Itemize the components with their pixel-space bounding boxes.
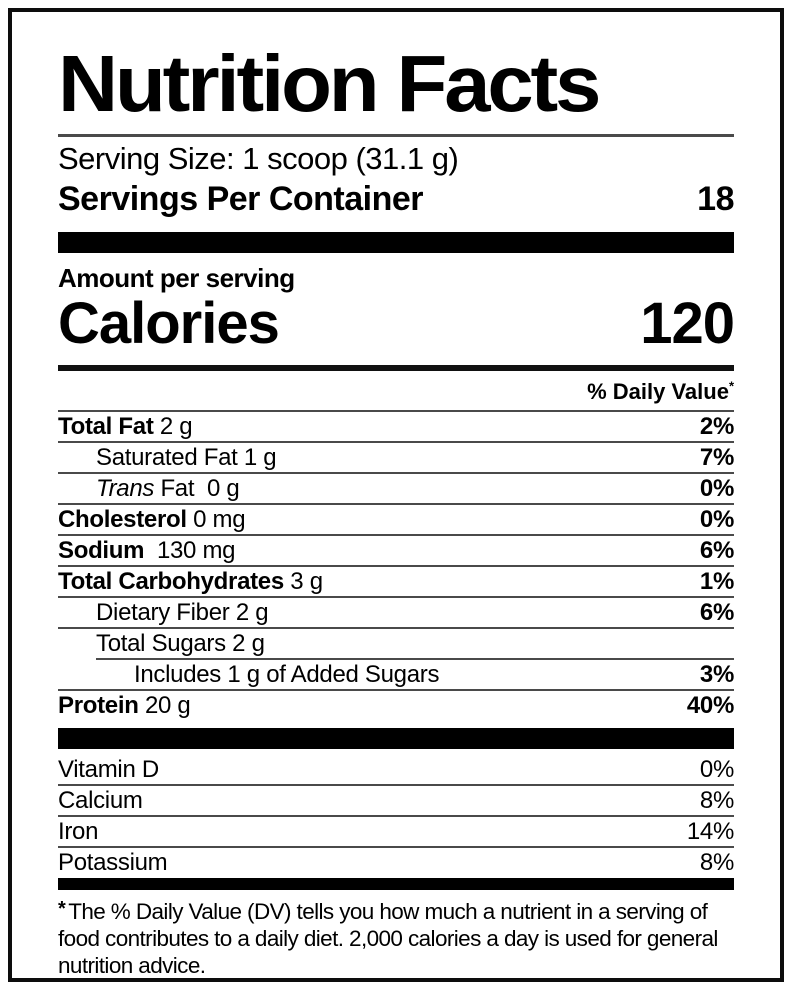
section-divider-bar-bottom [58, 878, 734, 891]
nutrient-amount: 2 g [153, 413, 193, 441]
micronutrient-table: Vitamin D 0% Calcium 8% Iron 14% Potassi… [58, 755, 734, 878]
footnote-text: The % Daily Value (DV) tells you how muc… [58, 899, 718, 979]
nutrient-dv: 2% [699, 413, 734, 441]
nutrient-table: Total Fat 2 g 2% Saturated Fat 1 g 7% Tr… [58, 412, 734, 721]
servings-per-container-row: Servings Per Container 18 [58, 179, 734, 220]
nutrient-amount: Total Sugars 2 g [96, 630, 265, 658]
section-divider-bar-middle [58, 728, 734, 750]
micronutrient-dv: 14% [686, 818, 734, 846]
nutrient-row-saturated-fat: Saturated Fat 1 g 7% [58, 443, 734, 475]
nutrient-row-protein: Protein 20 g 40% [58, 691, 734, 721]
nutrient-dv: 0% [699, 506, 734, 534]
nutrient-name: Total Carbohydrates [58, 568, 284, 596]
serving-size-text: Serving Size: 1 scoop (31.1 g) [58, 141, 459, 176]
nutrient-label: Total Sugars 2 g [96, 630, 265, 658]
nutrient-label: Trans Fat 0 g [96, 475, 240, 503]
micronutrient-name: Iron [58, 818, 99, 846]
micronutrient-name: Potassium [58, 849, 168, 877]
nutrient-row-sodium: Sodium 130 mg 6% [58, 536, 734, 568]
nutrient-dv: 40% [686, 692, 734, 720]
title-divider [58, 134, 734, 137]
servings-per-container-value: 18 [697, 179, 734, 218]
micronutrient-row-calcium: Calcium 8% [58, 786, 734, 818]
nutrient-row-trans-fat: Trans Fat 0 g 0% [58, 474, 734, 506]
daily-value-header: % Daily Value* [58, 371, 734, 413]
nutrient-amount: Saturated Fat 1 g [96, 444, 277, 472]
micronutrient-row-potassium: Potassium 8% [58, 848, 734, 878]
nutrient-name: Cholesterol [58, 506, 187, 534]
nutrient-row-total-sugars: Total Sugars 2 g [58, 629, 734, 661]
calories-label: Calories [58, 291, 280, 357]
nutrient-label: Protein 20 g [58, 692, 191, 720]
nutrition-facts-label: Nutrition Facts Serving Size: 1 scoop (3… [8, 8, 784, 982]
micronutrient-name: Calcium [58, 787, 143, 815]
daily-value-header-text: % Daily Value [587, 379, 729, 405]
nutrient-dv: 7% [699, 444, 734, 472]
micronutrient-name: Vitamin D [58, 756, 159, 784]
nutrient-row-total-carbohydrates: Total Carbohydrates 3 g 1% [58, 567, 734, 599]
daily-value-asterisk: * [728, 378, 734, 394]
micronutrient-dv: 8% [699, 849, 734, 877]
nutrient-name: Sodium [58, 537, 145, 565]
servings-per-container-label: Servings Per Container [58, 179, 424, 218]
nutrient-label: Total Carbohydrates 3 g [58, 568, 323, 596]
section-divider-bar-top [58, 232, 734, 254]
micronutrient-row-iron: Iron 14% [58, 817, 734, 849]
calories-row: Calories 120 [58, 291, 735, 357]
micronutrient-row-vitamin-d: Vitamin D 0% [58, 755, 734, 787]
nutrient-amount: 130 mg [144, 537, 236, 565]
nutrient-amount: Dietary Fiber 2 g [96, 599, 269, 627]
label-content: Nutrition Facts Serving Size: 1 scoop (3… [12, 12, 780, 979]
nutrient-label: Saturated Fat 1 g [96, 444, 277, 472]
nutrient-dv: 1% [699, 568, 734, 596]
nutrient-row-dietary-fiber: Dietary Fiber 2 g 6% [58, 598, 734, 630]
micronutrient-dv: 0% [699, 756, 734, 784]
micronutrient-dv: 8% [699, 787, 734, 815]
nutrient-label: Total Fat 2 g [58, 413, 193, 441]
label-title: Nutrition Facts [58, 39, 601, 128]
nutrient-row-cholesterol: Cholesterol 0 mg 0% [58, 505, 734, 537]
nutrient-amount: 0 mg [186, 506, 246, 534]
nutrient-name-italic: Trans [96, 475, 155, 503]
footnote-asterisk: * [58, 898, 66, 921]
nutrient-row-added-sugars: Includes 1 g of Added Sugars 3% [58, 660, 734, 692]
nutrient-dv: 6% [699, 537, 734, 565]
nutrient-label: Dietary Fiber 2 g [96, 599, 269, 627]
nutrient-name: Protein [58, 692, 139, 720]
nutrient-dv: 0% [699, 475, 734, 503]
nutrient-label: Cholesterol 0 mg [58, 506, 246, 534]
nutrient-amount: Fat 0 g [154, 475, 240, 503]
nutrient-label: Includes 1 g of Added Sugars [134, 661, 439, 689]
calories-divider [58, 365, 734, 372]
nutrient-row-total-fat: Total Fat 2 g 2% [58, 412, 734, 444]
daily-value-footnote: * The % Daily Value (DV) tells you how mu… [58, 897, 734, 979]
nutrient-dv: 6% [699, 599, 734, 627]
calories-value: 120 [640, 291, 735, 357]
amount-per-serving-label: Amount per serving [58, 263, 295, 294]
nutrient-amount: 3 g [283, 568, 323, 596]
nutrient-label: Sodium 130 mg [58, 537, 236, 565]
nutrient-amount: Includes 1 g of Added Sugars [134, 661, 440, 689]
nutrient-amount: 20 g [138, 692, 191, 720]
nutrient-dv: 3% [699, 661, 734, 689]
nutrient-name: Total Fat [58, 413, 154, 441]
